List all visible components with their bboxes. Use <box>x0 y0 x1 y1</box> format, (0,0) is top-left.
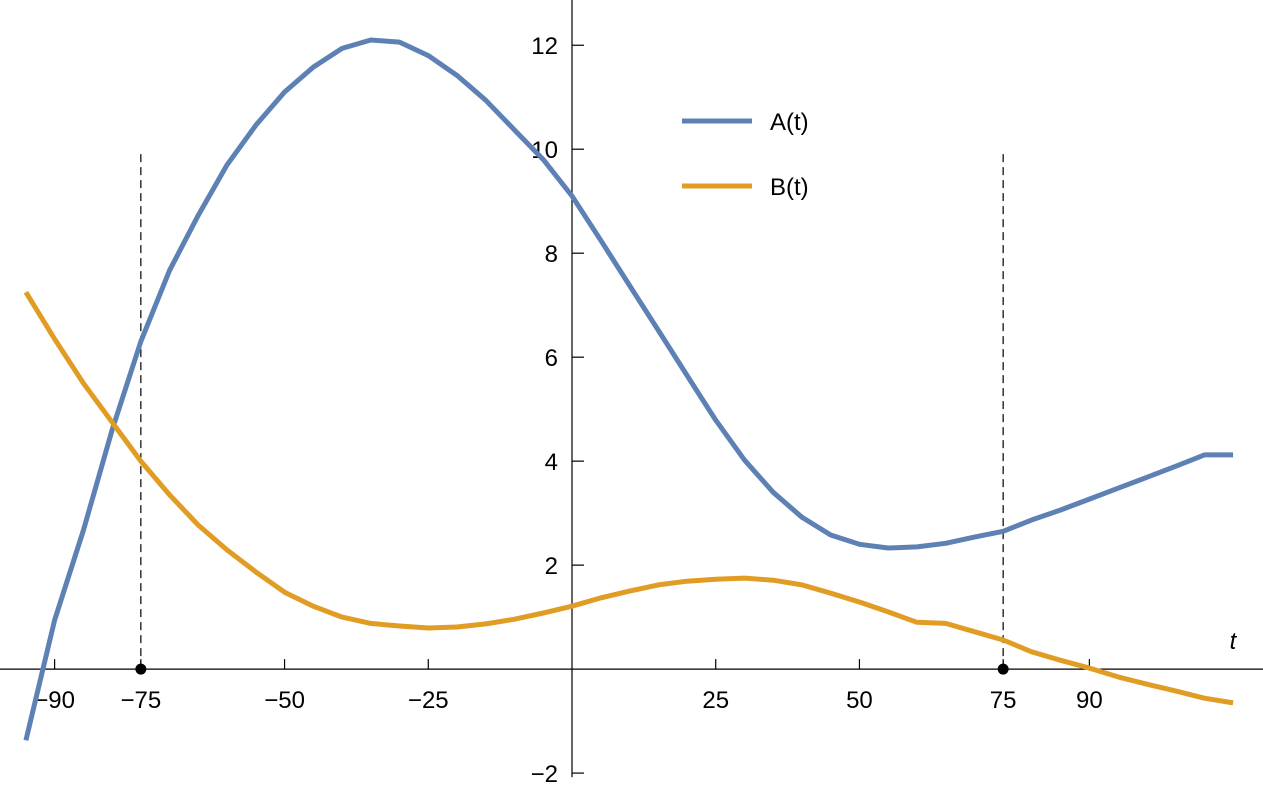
legend-label: B(t) <box>770 174 809 201</box>
legend-label: A(t) <box>770 109 809 136</box>
x-tick-label: −50 <box>264 687 305 714</box>
series-line <box>23 290 1234 706</box>
x-tick-label: 90 <box>1076 687 1103 714</box>
reference-point <box>997 663 1009 675</box>
y-tick-label: 8 <box>545 241 558 268</box>
x-tick-label: −90 <box>34 687 75 714</box>
x-axis-label: t <box>1230 628 1238 655</box>
y-tick-label: 4 <box>545 449 558 476</box>
x-tick-label: −25 <box>408 687 449 714</box>
y-tick-label: −2 <box>531 761 558 788</box>
series-line <box>23 37 1234 741</box>
x-tick-label: 75 <box>990 687 1017 714</box>
y-tick-label: 12 <box>531 33 558 60</box>
x-tick-label: 25 <box>702 687 729 714</box>
x-tick-label: −75 <box>120 687 161 714</box>
y-tick-label: 2 <box>545 553 558 580</box>
reference-point <box>135 663 147 675</box>
x-tick-label: 50 <box>846 687 873 714</box>
y-tick-label: 6 <box>545 345 558 372</box>
